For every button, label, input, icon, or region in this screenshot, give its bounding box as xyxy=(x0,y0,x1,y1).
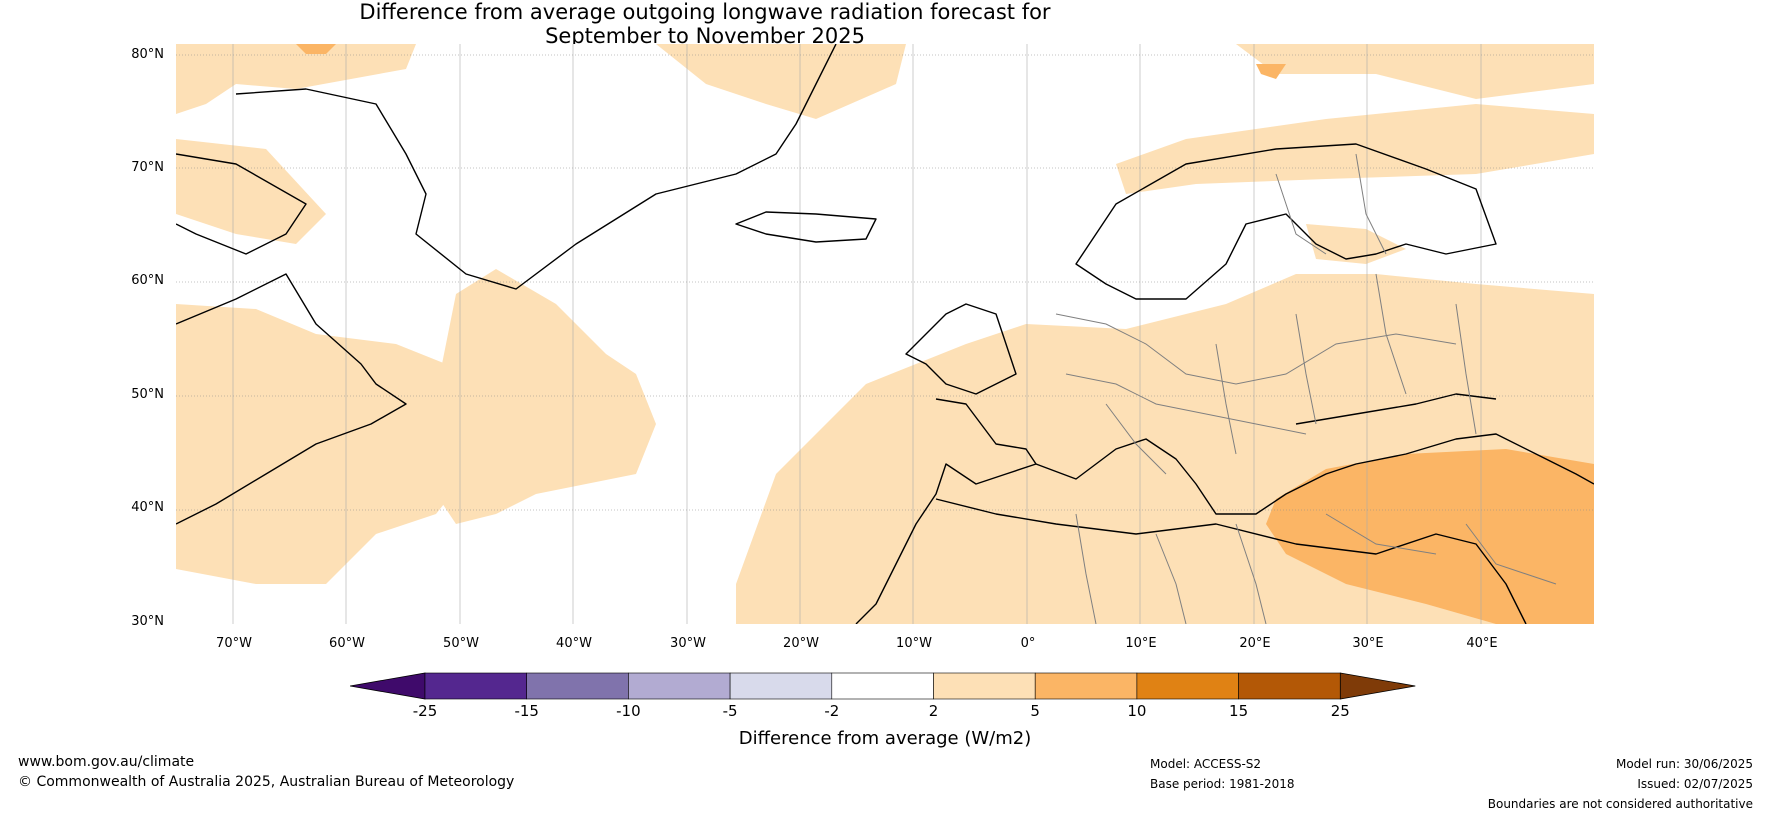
colorbar-label: Difference from average (W/m2) xyxy=(738,728,1032,749)
colorbar-segment xyxy=(933,672,1036,700)
colorbar-segment xyxy=(526,672,629,700)
footer-website: www.bom.gov.au/climate xyxy=(18,754,195,770)
colorbar-tick-label: 10 xyxy=(1127,702,1147,720)
lon-label-20e: 20°E xyxy=(1239,636,1271,651)
lat-label-70n: 70°N xyxy=(131,160,164,175)
country-borders xyxy=(1055,153,1557,624)
colorbar-segment xyxy=(1238,672,1341,700)
footer-model-run: Model run: 30/06/2025 xyxy=(1615,757,1753,771)
colorbar-tick-label: -2 xyxy=(824,702,840,720)
graticule xyxy=(176,54,1594,511)
footer-disclaimer: Boundaries are not considered authoritat… xyxy=(1487,797,1753,811)
footer-base-period: Base period: 1981-2018 xyxy=(1150,777,1295,791)
colorbar-segment xyxy=(831,672,934,700)
lon-label-40e: 40°E xyxy=(1466,636,1498,651)
colorbar-tick-label: -10 xyxy=(616,702,641,720)
map-title: Difference from average outgoing longwav… xyxy=(0,0,1410,48)
lon-label-30e: 30°E xyxy=(1352,636,1384,651)
lat-label-60n: 60°N xyxy=(131,273,164,288)
colorbar-tick-label: 15 xyxy=(1229,702,1249,720)
colorbar-segment xyxy=(628,672,731,700)
colorbar-tick-label: 25 xyxy=(1330,702,1350,720)
lat-label-40n: 40°N xyxy=(131,500,164,515)
footer-model: Model: ACCESS-S2 xyxy=(1150,757,1262,771)
lat-label-50n: 50°N xyxy=(131,387,164,402)
lon-label-60w: 60°W xyxy=(329,636,365,651)
lon-label-0: 0° xyxy=(1020,636,1036,651)
colorbar-tick-label: 5 xyxy=(1030,702,1040,720)
colorbar-segment xyxy=(729,672,833,700)
colorbar-svg xyxy=(349,672,1416,700)
title-line-1: Difference from average outgoing longwav… xyxy=(359,0,1051,24)
lon-label-10e: 10°E xyxy=(1125,636,1157,651)
colorbar-extend-low xyxy=(349,672,426,700)
meridians xyxy=(232,44,1482,624)
colorbar xyxy=(349,672,1420,706)
colorbar-segment xyxy=(1136,672,1239,700)
lon-label-50w: 50°W xyxy=(443,636,479,651)
colorbar-tick-label: -25 xyxy=(412,702,438,720)
lat-label-30n: 30°N xyxy=(131,614,164,629)
colorbar-segment xyxy=(424,672,527,700)
lon-label-30w: 30°W xyxy=(670,636,706,651)
lat-label-80n: 80°N xyxy=(131,47,164,62)
colorbar-tick-label: 2 xyxy=(928,702,939,720)
footer-issued: Issued: 02/07/2025 xyxy=(1637,777,1753,791)
colorbar-segment xyxy=(1034,672,1138,700)
lon-label-70w: 70°W xyxy=(216,636,252,651)
colorbar-extend-high xyxy=(1339,672,1416,700)
lon-label-10w: 10°W xyxy=(896,636,932,651)
lon-label-40w: 40°W xyxy=(556,636,592,651)
coastlines xyxy=(176,44,1594,624)
map-panel xyxy=(176,44,1594,624)
lon-label-20w: 20°W xyxy=(783,636,819,651)
colorbar-tick-label: -15 xyxy=(514,702,539,720)
colorbar-tick-label: -5 xyxy=(722,702,738,720)
footer-copyright: © Commonwealth of Australia 2025, Austra… xyxy=(18,774,515,790)
